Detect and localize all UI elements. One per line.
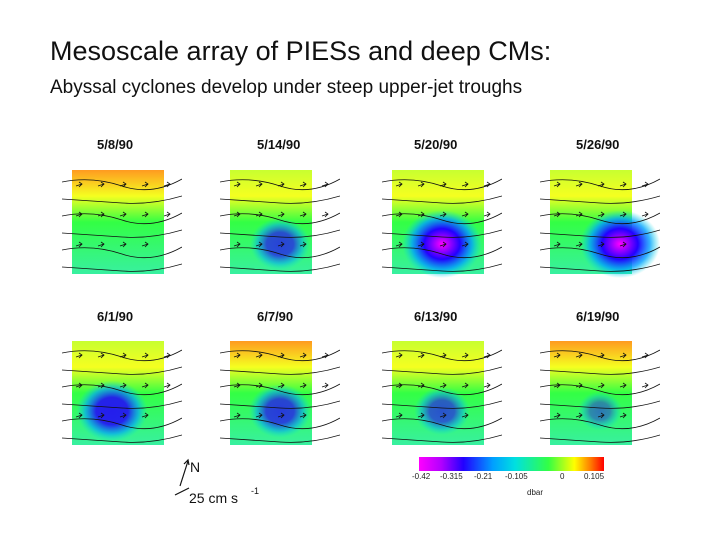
date-label-5: 6/1/90 [97, 309, 134, 324]
map-panel-1 [62, 162, 182, 282]
colorbar-tick: -0.42 [412, 472, 431, 481]
map-panel-7 [382, 333, 502, 453]
colorbar-tick: 0.105 [584, 472, 605, 481]
map-panel-2 [220, 162, 340, 282]
date-label-6: 6/7/90 [257, 309, 294, 324]
date-label-8: 6/19/90 [576, 309, 620, 324]
north-label: N [190, 459, 201, 475]
date-label-4: 5/26/90 [576, 137, 620, 152]
date-label-3: 5/20/90 [414, 137, 458, 152]
colorbar-tick: -0.105 [505, 472, 528, 481]
colorbar [419, 457, 604, 471]
map-panel-4 [540, 162, 660, 282]
map-panel-8 [540, 333, 660, 453]
north-arrow-icon [179, 458, 190, 487]
colorbar-tick: -0.21 [474, 472, 493, 481]
colorbar-tick: 0 [560, 472, 565, 481]
scale-label: 25 cm s [189, 490, 239, 506]
date-label-7: 6/13/90 [414, 309, 458, 324]
map-panel-3 [382, 162, 502, 282]
page-subtitle: Abyssal cyclones develop under steep upp… [50, 77, 523, 98]
date-label-1: 5/8/90 [97, 137, 134, 152]
scale-exponent: -1 [251, 486, 260, 496]
map-panel-5 [62, 333, 182, 453]
date-label-2: 5/14/90 [257, 137, 301, 152]
page-title: Mesoscale array of PIESs and deep CMs: [50, 36, 552, 66]
scale-arrow-icon [174, 487, 190, 496]
map-panel-6 [220, 333, 340, 453]
colorbar-unit: dbar [527, 488, 544, 497]
colorbar-tick: -0.315 [440, 472, 463, 481]
